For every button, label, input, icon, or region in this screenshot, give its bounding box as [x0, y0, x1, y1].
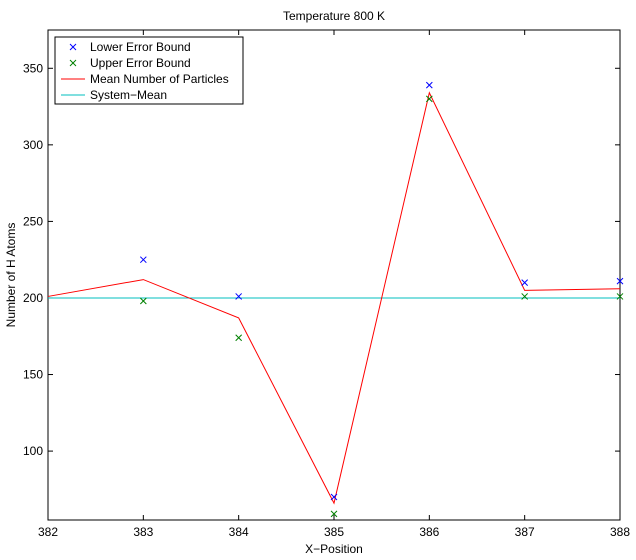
chart-title: Temperature 800 K	[283, 9, 385, 23]
x-tick-label: 388	[610, 525, 630, 539]
y-tick-label: 150	[23, 368, 43, 382]
data-point-series-1	[235, 334, 243, 342]
y-axis-label: Number of H Atoms	[4, 223, 18, 328]
series-layer	[47, 81, 624, 518]
x-axis-label: X−Position	[305, 542, 363, 556]
data-point-series-1	[616, 293, 624, 300]
legend-entry-label: Upper Error Bound	[90, 56, 191, 70]
x-tick-label: 386	[419, 525, 439, 539]
legend-box	[54, 36, 244, 105]
data-point-series-0	[425, 81, 433, 89]
y-tick-label: 350	[23, 61, 43, 75]
data-point-series-0	[139, 256, 147, 264]
data-point-series-0	[235, 293, 243, 300]
axis-ticks: 382 383 384 385 386 387 388 100 150 200 250 300 350	[23, 30, 630, 539]
legend-entry-label: System−Mean	[90, 88, 167, 102]
data-point-series-0	[521, 279, 529, 287]
data-point-series-0	[330, 493, 338, 501]
data-point-series-0	[616, 277, 624, 285]
legend-entry-label: Lower Error Bound	[90, 40, 191, 54]
x-tick-label: 385	[324, 525, 344, 539]
legend-marker-0	[69, 43, 77, 51]
x-tick-label: 383	[133, 525, 153, 539]
data-point-series-1	[521, 293, 529, 300]
y-tick-label: 200	[23, 291, 43, 305]
data-point-series-1	[139, 297, 147, 305]
legend-entry-label: Mean Number of Particles	[90, 72, 229, 86]
series-line-2	[47, 91, 621, 505]
data-point-series-1	[425, 95, 433, 103]
y-tick-label: 300	[23, 138, 43, 152]
data-point-series-1	[330, 510, 338, 518]
legend-marker-1	[69, 59, 77, 67]
x-tick-label: 387	[515, 525, 535, 539]
plot-area	[47, 29, 621, 521]
y-tick-label: 250	[23, 214, 43, 228]
x-tick-label: 382	[38, 525, 58, 539]
x-tick-label: 384	[229, 525, 249, 539]
legend: Lower Error Bound Upper Error Bound Mean N…	[54, 36, 244, 105]
y-tick-label: 100	[23, 444, 43, 458]
